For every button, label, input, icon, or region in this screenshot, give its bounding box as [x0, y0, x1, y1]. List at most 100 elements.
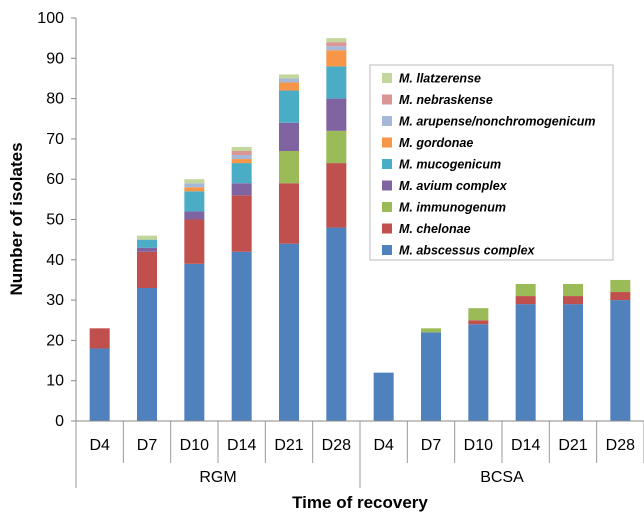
legend-label: M. immunogenum	[399, 201, 506, 215]
y-tick-label: 30	[46, 292, 64, 309]
y-tick-label: 50	[46, 212, 64, 229]
bar-segment	[468, 320, 489, 325]
bar-segment	[137, 239, 157, 248]
bar-segment	[231, 150, 252, 156]
bar-segment	[137, 251, 157, 289]
x-tick-label: D21	[558, 437, 587, 454]
bar-segment	[279, 243, 299, 421]
bar-segment	[421, 332, 441, 421]
bar-segment	[231, 163, 252, 184]
bar-segment	[563, 296, 583, 305]
bar-segment	[515, 304, 536, 421]
x-tick-label: D4	[373, 437, 394, 454]
legend-items: M. llatzerense M. nebraskense M. arupense/…	[382, 72, 596, 258]
legend-label: M. nebraskense	[399, 93, 493, 107]
bar-segment	[231, 195, 252, 252]
legend-label: M. mucogenicum	[399, 158, 501, 172]
bar-segment	[279, 82, 299, 91]
legend-swatch	[382, 94, 392, 105]
x-tick-label: D4	[89, 437, 110, 454]
x-tick-label: D28	[606, 437, 635, 454]
bar-segment	[326, 42, 347, 47]
y-tick-label: 70	[46, 131, 64, 148]
bar-segment	[326, 66, 347, 99]
y-tick-label: 0	[55, 413, 64, 430]
bar-segment	[279, 78, 299, 83]
y-tick-label: 40	[46, 252, 64, 269]
bar-segment	[184, 183, 205, 188]
bar-segment	[326, 50, 347, 67]
bar-segment	[326, 98, 347, 131]
y-tick-label: 100	[37, 10, 64, 27]
legend-label: M. avium complex	[399, 179, 508, 193]
group-labels-layer: RGM BCSA	[75, 463, 524, 488]
bar-segment	[137, 247, 157, 252]
bar-segment	[184, 211, 205, 220]
x-tick-label: D7	[421, 437, 442, 454]
bar-segment	[184, 179, 205, 184]
y-tick-label: 90	[46, 50, 64, 67]
bar-segment	[231, 251, 252, 421]
legend-label: M. arupense/nonchromogenicum	[399, 115, 596, 129]
bar-segment	[89, 328, 110, 349]
legend-box	[369, 64, 614, 261]
y-axis-title: Number of isolates	[7, 142, 26, 295]
bar-segment	[610, 300, 631, 421]
bar-segment	[231, 159, 252, 164]
bar-segment	[373, 372, 394, 421]
bar-segment	[563, 304, 583, 421]
legend: M. llatzerense M. nebraskense M. arupense/…	[369, 64, 614, 261]
legend-swatch	[382, 245, 392, 255]
bar-segment	[279, 90, 299, 123]
bar-segment	[468, 308, 489, 321]
bar-segment	[326, 38, 347, 43]
legend-swatch	[382, 137, 392, 148]
y-tick-label: 80	[46, 91, 64, 108]
bar-segment	[279, 74, 299, 79]
bars-layer	[89, 38, 631, 421]
bar-segment	[421, 328, 441, 333]
bar-segment	[184, 187, 205, 192]
legend-swatch	[382, 180, 392, 191]
bar-segment	[515, 283, 536, 297]
legend-label: M. llatzerense	[399, 72, 481, 86]
bar-segment	[184, 219, 205, 264]
bar-segment	[184, 263, 205, 421]
legend-swatch	[382, 223, 392, 234]
x-tick-label: D10	[464, 437, 493, 454]
x-tick-label: D28	[322, 437, 351, 454]
bar-segment	[563, 283, 583, 297]
bar-segment	[279, 122, 299, 151]
legend-label: M. chelonae	[399, 222, 471, 236]
bar-segment	[137, 288, 157, 421]
bar-segment	[279, 183, 299, 244]
bar-segment	[326, 130, 347, 164]
bar-segment	[231, 146, 252, 151]
bar-segment	[515, 296, 536, 305]
legend-swatch	[382, 202, 392, 212]
bar-segment	[279, 150, 299, 184]
x-ticks-layer: D4 D7 D10 D14 D21 D28 D4 D7 D10 D14 D21 D28	[75, 421, 644, 463]
x-tick-label: D14	[511, 437, 540, 454]
x-tick-label: D21	[274, 437, 303, 454]
bar-segment	[326, 227, 347, 421]
group-label: RGM	[199, 469, 236, 486]
bar-segment	[137, 235, 157, 240]
bar-segment	[231, 155, 252, 160]
bar-segment	[610, 292, 631, 301]
bar-segment	[231, 183, 252, 196]
y-tick-label: 20	[46, 332, 64, 349]
x-tick-label: D14	[227, 437, 256, 454]
bar-segment	[326, 46, 347, 51]
bar-segment	[468, 324, 489, 421]
legend-swatch	[382, 73, 392, 83]
bar-segment	[89, 348, 110, 421]
bar-segment	[184, 191, 205, 212]
y-tick-label: 10	[46, 373, 64, 390]
legend-label: M. abscessus complex	[399, 244, 536, 258]
legend-label: M. gordonae	[399, 136, 473, 150]
x-axis-title: Time of recovery	[292, 493, 428, 512]
legend-swatch	[382, 159, 392, 169]
